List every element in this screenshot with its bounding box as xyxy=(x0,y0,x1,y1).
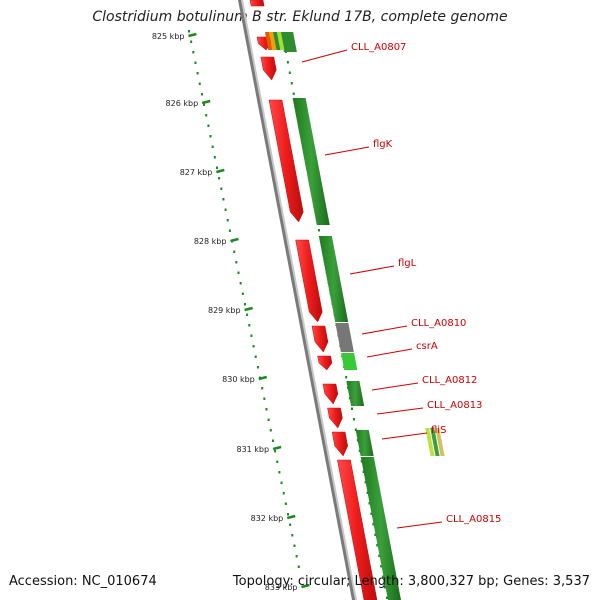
inner-dotted-ring xyxy=(188,30,300,568)
map-title: Clostridium botulinum B str. Eklund 17B,… xyxy=(92,9,508,25)
kbp-tick-label: 832 kbp xyxy=(251,514,284,523)
gene-block[interactable] xyxy=(335,323,354,352)
gene-segment[interactable] xyxy=(269,32,277,50)
gene-label[interactable]: CLL_A0815 xyxy=(446,514,501,525)
gene-segment[interactable] xyxy=(425,428,435,456)
gene-labels: CLL_A0807 flgK flgL CLL_A0810 csrA CLL_A0812 C… xyxy=(301,42,501,529)
kbp-tick-mark xyxy=(244,306,253,312)
kbp-tick-label: 825 kbp xyxy=(152,32,185,41)
gene-segment[interactable] xyxy=(435,428,445,456)
gene-block[interactable] xyxy=(341,353,358,370)
backbone-highlight xyxy=(241,0,357,600)
cds-arrow[interactable] xyxy=(322,383,339,405)
kbp-tick-mark xyxy=(216,168,225,174)
cds-arrow[interactable] xyxy=(327,407,343,429)
gene-label-leader xyxy=(396,521,443,529)
gene-block[interactable] xyxy=(355,430,374,456)
kbp-tick-label: 830 kbp xyxy=(222,375,255,384)
kbp-tick-mark xyxy=(201,99,211,105)
gene-label-leader xyxy=(381,432,428,440)
gene-segment[interactable] xyxy=(265,32,273,50)
kbp-tick-mark xyxy=(272,445,282,451)
kbp-tick-mark xyxy=(301,583,310,589)
gene-label[interactable]: CLL_A0807 xyxy=(351,42,406,53)
gene-label-leader xyxy=(361,325,408,335)
kbp-tick-label: 831 kbp xyxy=(236,445,269,454)
kbp-tick-label: 828 kbp xyxy=(194,237,227,246)
gene-label-leader xyxy=(349,265,395,275)
accession-text: Accession: NC_010674 xyxy=(9,574,157,589)
cds-arrow[interactable] xyxy=(249,0,265,7)
gene-label[interactable]: flgK xyxy=(373,139,393,150)
gene-block[interactable] xyxy=(318,236,349,322)
kbp-tick-label: 833 kbp xyxy=(265,583,298,592)
cds-arrow[interactable] xyxy=(260,56,277,81)
gene-label[interactable]: CLL_A0810 xyxy=(411,318,466,329)
gene-label[interactable]: fliS xyxy=(431,425,446,436)
gene-segment[interactable] xyxy=(277,32,285,50)
kbp-tick-label: 829 kbp xyxy=(208,306,241,315)
kbp-ticks: 825 kbp 826 kbp 827 kbp 828 kbp 829 kbp 830 k… xyxy=(152,32,310,592)
gene-label-leader xyxy=(301,49,348,63)
gene-label[interactable]: CLL_A0813 xyxy=(427,400,482,411)
kbp-tick-mark xyxy=(286,514,296,520)
kbp-tick-mark xyxy=(188,32,197,38)
gene-block[interactable] xyxy=(292,98,330,225)
kbp-tick-mark xyxy=(258,375,268,381)
cds-arrow[interactable] xyxy=(337,459,378,600)
gene-label-leader xyxy=(376,407,424,415)
kbp-tick-label: 827 kbp xyxy=(180,168,213,177)
gene-block[interactable] xyxy=(360,457,401,600)
gene-segment[interactable] xyxy=(430,428,440,456)
cds-arrow[interactable] xyxy=(317,355,333,371)
cds-arrow[interactable] xyxy=(311,325,329,353)
gene-label[interactable]: csrA xyxy=(416,341,438,352)
cds-arrow[interactable] xyxy=(295,239,323,323)
gene-label-leader xyxy=(371,382,419,391)
gene-block[interactable] xyxy=(346,381,365,406)
cds-arrow[interactable] xyxy=(331,431,349,457)
gene-block[interactable] xyxy=(280,32,297,52)
gene-label-leader xyxy=(366,348,413,358)
cds-track xyxy=(249,0,378,600)
kbp-tick-mark xyxy=(230,237,239,243)
gene-track xyxy=(265,32,445,600)
cds-arrow[interactable] xyxy=(268,99,304,223)
gene-label[interactable]: flgL xyxy=(398,258,417,269)
gene-label[interactable]: CLL_A0812 xyxy=(422,375,477,386)
gene-segment[interactable] xyxy=(273,32,281,50)
genome-stats-text: Topology: circular; Length: 3,800,327 bp… xyxy=(232,574,590,589)
gene-label-leader xyxy=(324,146,370,156)
kbp-tick-label: 826 kbp xyxy=(166,99,199,108)
